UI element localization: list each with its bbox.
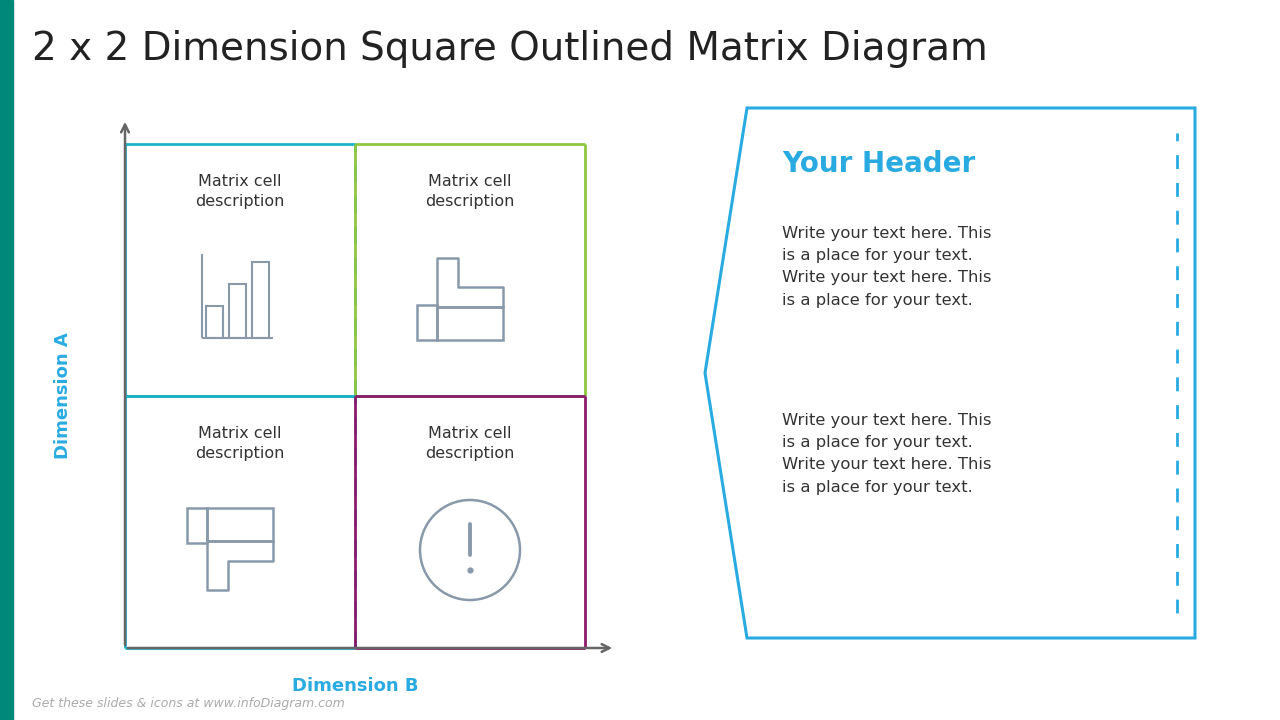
Text: Matrix cell
description: Matrix cell description: [196, 426, 284, 461]
Text: Your Header: Your Header: [782, 150, 975, 178]
Bar: [206, 508, 274, 541]
Text: Get these slides & icons at www.infoDiagram.com: Get these slides & icons at www.infoDiag…: [32, 697, 344, 710]
Bar: [187, 508, 206, 543]
Text: Matrix cell
description: Matrix cell description: [425, 174, 515, 209]
Bar: [206, 306, 223, 338]
Bar: [252, 262, 269, 338]
Bar: [229, 284, 246, 338]
Bar: [436, 307, 503, 341]
Text: 2 x 2 Dimension Square Outlined Matrix Diagram: 2 x 2 Dimension Square Outlined Matrix D…: [32, 30, 988, 68]
Text: Write your text here. This
is a place for your text.
Write your text here. This
: Write your text here. This is a place fo…: [782, 226, 992, 307]
Bar: [417, 305, 436, 341]
Text: Dimension B: Dimension B: [292, 677, 419, 695]
Text: Matrix cell
description: Matrix cell description: [425, 426, 515, 461]
Bar: [0, 0, 13, 720]
Text: Write your text here. This
is a place for your text.
Write your text here. This
: Write your text here. This is a place fo…: [782, 413, 992, 495]
Text: Matrix cell
description: Matrix cell description: [196, 174, 284, 209]
Text: Dimension A: Dimension A: [54, 333, 72, 459]
